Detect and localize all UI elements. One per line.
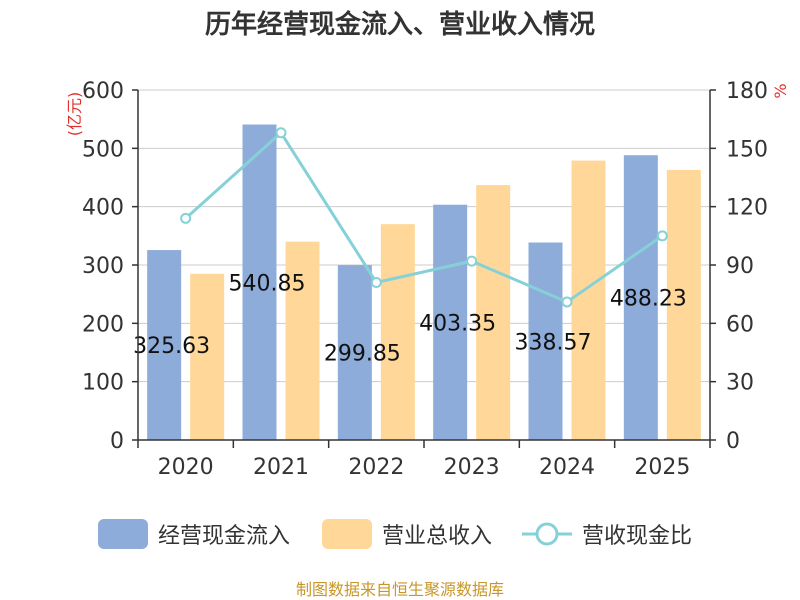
chart-title: 历年经营现金流入、营业收入情况: [205, 9, 595, 40]
bar-revenue: [666, 169, 701, 440]
right-axis-tick-label: 30: [726, 371, 754, 396]
left-axis-tick-label: 500: [82, 137, 124, 162]
data-label-cash-inflow: 540.85: [229, 271, 306, 296]
legend-swatch-cash-inflow: [98, 519, 148, 549]
right-axis-tick-label: 150: [726, 137, 768, 162]
axes-layer: 0 100 200 300 400 500 600 0 30 60 90 120 150 180 2020 2…: [82, 79, 768, 480]
legend-label-revenue: 营业总收入: [382, 524, 492, 549]
left-axis-tick-label: 200: [82, 312, 124, 337]
right-axis-tick-label: 180: [726, 79, 768, 104]
x-axis-tick-label: 2024: [539, 455, 595, 480]
x-axis-tick-label: 2023: [444, 455, 500, 480]
data-label-cash-inflow: 299.85: [324, 342, 401, 367]
bar-revenue: [571, 160, 606, 441]
legend-label-cash-inflow: 经营现金流入: [158, 524, 290, 549]
legend-item-cash-inflow[interactable]: 经营现金流入: [98, 519, 290, 549]
left-axis-tick-label: 100: [82, 371, 124, 396]
legend: 经营现金流入 营业总收入 营收现金比: [98, 519, 692, 549]
x-axis-tick-label: 2025: [634, 455, 690, 480]
x-axis-tick-label: 2022: [348, 455, 404, 480]
bars-layer: [147, 124, 701, 441]
ratio-point: [370, 277, 382, 288]
data-label-cash-inflow: 325.63: [133, 334, 210, 359]
legend-swatch-revenue: [322, 519, 372, 549]
bar-revenue: [190, 273, 225, 440]
legend-item-revenue[interactable]: 营业总收入: [322, 519, 492, 549]
right-axis-tick-label: 0: [726, 429, 740, 454]
left-axis-unit: (亿元): [65, 92, 84, 137]
data-label-cash-inflow: 403.35: [419, 311, 496, 336]
right-axis-unit: %: [771, 83, 790, 98]
right-axis-tick-label: 90: [726, 254, 754, 279]
ratio-line: [184, 130, 664, 304]
x-axis-tick-label: 2020: [158, 455, 214, 480]
bar-revenue: [476, 185, 511, 440]
data-labels-layer: 325.63 540.85 299.85 403.35 338.57 488.23: [133, 271, 687, 366]
ratio-point: [275, 127, 287, 139]
left-axis-tick-label: 400: [82, 196, 124, 221]
ratio-point: [180, 212, 192, 224]
bar-cash-inflow: [147, 250, 182, 440]
ratio-point: [466, 255, 478, 267]
legend-item-ratio[interactable]: 营收现金比: [522, 522, 692, 549]
bar-cash-inflow: [528, 242, 563, 440]
x-axis-tick-label: 2021: [253, 455, 309, 480]
left-axis-tick-label: 600: [82, 79, 124, 104]
left-axis-tick-label: 0: [110, 429, 124, 454]
bar-cash-inflow: [433, 204, 468, 440]
right-axis-tick-label: 120: [726, 196, 768, 221]
ratio-point: [561, 296, 573, 308]
ratio-line-layer: [180, 127, 668, 308]
ratio-point: [656, 230, 668, 242]
data-label-cash-inflow: 338.57: [515, 330, 592, 355]
right-axis-tick-label: 60: [726, 312, 754, 337]
legend-label-ratio: 营收现金比: [582, 524, 692, 549]
source-note: 制图数据来自恒生聚源数据库: [296, 580, 504, 599]
left-axis-tick-label: 300: [82, 254, 124, 279]
bar-revenue: [285, 241, 320, 440]
data-label-cash-inflow: 488.23: [610, 287, 687, 312]
bar-cash-inflow: [623, 155, 658, 441]
bar-cash-inflow: [242, 124, 277, 441]
gridlines: [138, 89, 710, 383]
bar-revenue: [380, 224, 415, 440]
bar-cash-inflow: [337, 265, 372, 440]
legend-marker-ratio: [535, 522, 559, 546]
